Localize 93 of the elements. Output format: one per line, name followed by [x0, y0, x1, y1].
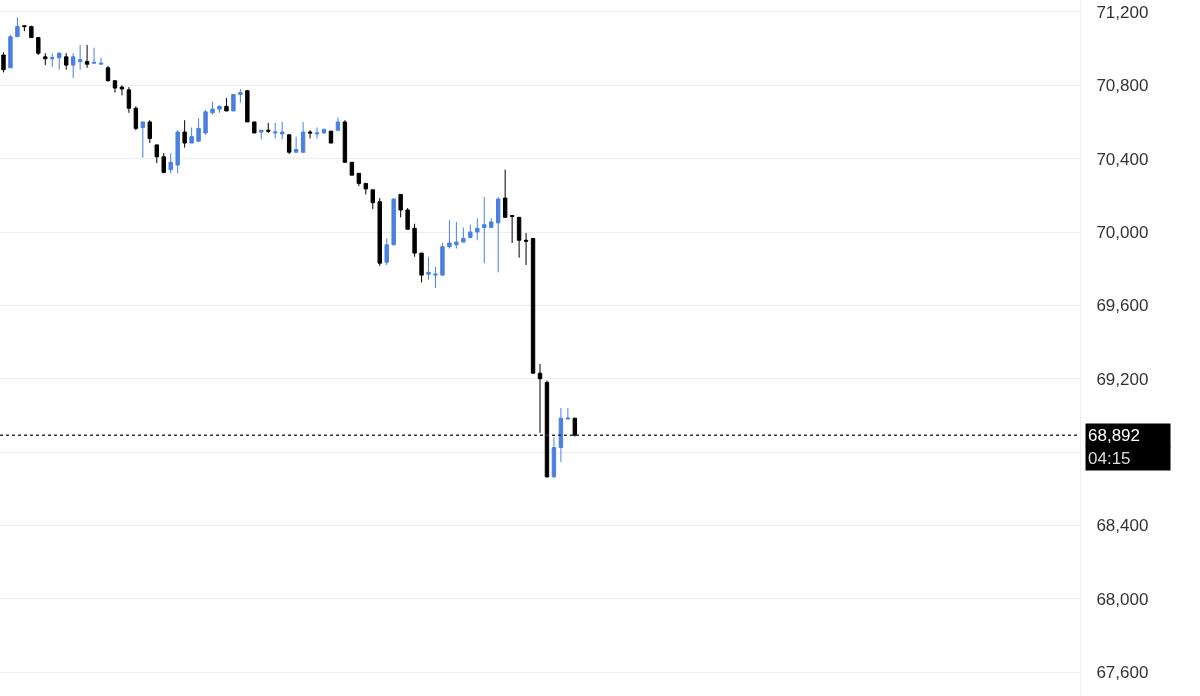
y-tick-label: 67,600 — [1096, 663, 1149, 683]
y-tick-label: 71,200 — [1096, 2, 1149, 22]
candlestick — [36, 37, 41, 56]
y-tick-label: 70,400 — [1096, 149, 1149, 169]
candlestick — [370, 189, 375, 210]
candlestick — [391, 198, 396, 246]
candlestick — [461, 226, 466, 243]
candlestick — [530, 237, 536, 374]
candlestick — [363, 182, 369, 195]
candlestick — [468, 224, 473, 239]
candlestick — [63, 52, 69, 71]
y-tick-label: 69,200 — [1096, 369, 1149, 389]
candlestick — [29, 25, 34, 39]
candlestick — [105, 65, 111, 83]
y-tick-label: 69,600 — [1096, 296, 1149, 316]
candlestick — [112, 80, 118, 94]
candlestick — [133, 105, 139, 131]
candlestick — [147, 119, 153, 144]
candlestick — [405, 207, 410, 230]
candlestick — [22, 25, 27, 32]
candlestick — [356, 172, 362, 187]
candlestick — [1, 51, 6, 73]
candlestick — [349, 161, 355, 176]
candlestick — [314, 126, 320, 139]
candlestick — [502, 169, 508, 218]
candlestick — [300, 121, 306, 154]
candlestick — [266, 122, 271, 134]
candlestick — [489, 217, 494, 228]
candlestick — [119, 84, 125, 96]
candlestick — [565, 407, 571, 420]
candlestick — [307, 129, 313, 139]
candlestick — [43, 52, 48, 66]
candlestick — [558, 407, 564, 463]
candlestick — [210, 101, 215, 116]
candlestick — [70, 52, 76, 79]
candlestick — [259, 129, 264, 140]
candlestick — [398, 193, 403, 218]
candlestick — [224, 97, 229, 112]
candlestick — [252, 121, 257, 134]
candlestick — [482, 196, 487, 264]
candlestick — [168, 152, 173, 174]
candlestick — [196, 117, 201, 142]
candlestick — [98, 57, 104, 65]
candlestick — [412, 223, 417, 258]
candlestick — [57, 51, 62, 71]
candlestick — [189, 126, 194, 144]
candlestick — [572, 417, 578, 437]
candlestick — [217, 104, 222, 114]
y-tick-label: 70,000 — [1096, 222, 1149, 242]
y-tick-label: 68,000 — [1096, 589, 1149, 609]
candlestick — [273, 122, 278, 139]
candlestick — [91, 47, 97, 64]
candlestick — [77, 44, 83, 71]
candlestick — [384, 237, 389, 266]
candlestick — [293, 136, 299, 153]
candlestick — [140, 121, 146, 159]
y-tick-label: 68,400 — [1096, 516, 1149, 536]
candlestick — [509, 214, 515, 244]
candlestick — [328, 130, 334, 144]
candlestick — [377, 197, 382, 267]
candlestick — [475, 217, 480, 241]
candlestick — [50, 52, 55, 68]
candlestick — [182, 119, 187, 149]
candlestick — [537, 363, 543, 434]
candlestick — [516, 216, 522, 259]
candlestick — [454, 221, 459, 250]
candlestick — [154, 144, 159, 164]
candlestick — [447, 219, 452, 250]
candlestick — [8, 34, 13, 69]
candlestick — [342, 119, 348, 163]
candlestick — [335, 116, 341, 132]
candlestick — [286, 134, 292, 155]
candlestick — [523, 232, 529, 266]
candlestick — [84, 44, 90, 69]
candlestick — [161, 152, 166, 174]
candlestick — [551, 436, 557, 479]
candlestick — [321, 128, 327, 135]
y-tick-label: 70,800 — [1096, 76, 1149, 96]
candlestick — [15, 16, 20, 38]
candlestick — [426, 256, 431, 281]
ref-line-label: 68,892 — [1088, 426, 1140, 445]
candlestick — [203, 109, 208, 136]
candlestick — [433, 266, 438, 289]
candlestick — [279, 121, 285, 140]
candlestick — [245, 89, 250, 123]
text: 04:15 — [1088, 449, 1131, 468]
candlestick — [419, 252, 424, 283]
candlestick — [231, 93, 236, 112]
candlestick — [126, 86, 132, 114]
candlestick — [440, 242, 445, 277]
candlestick — [175, 129, 180, 174]
candlestick — [495, 196, 501, 273]
candlestick — [238, 88, 243, 104]
